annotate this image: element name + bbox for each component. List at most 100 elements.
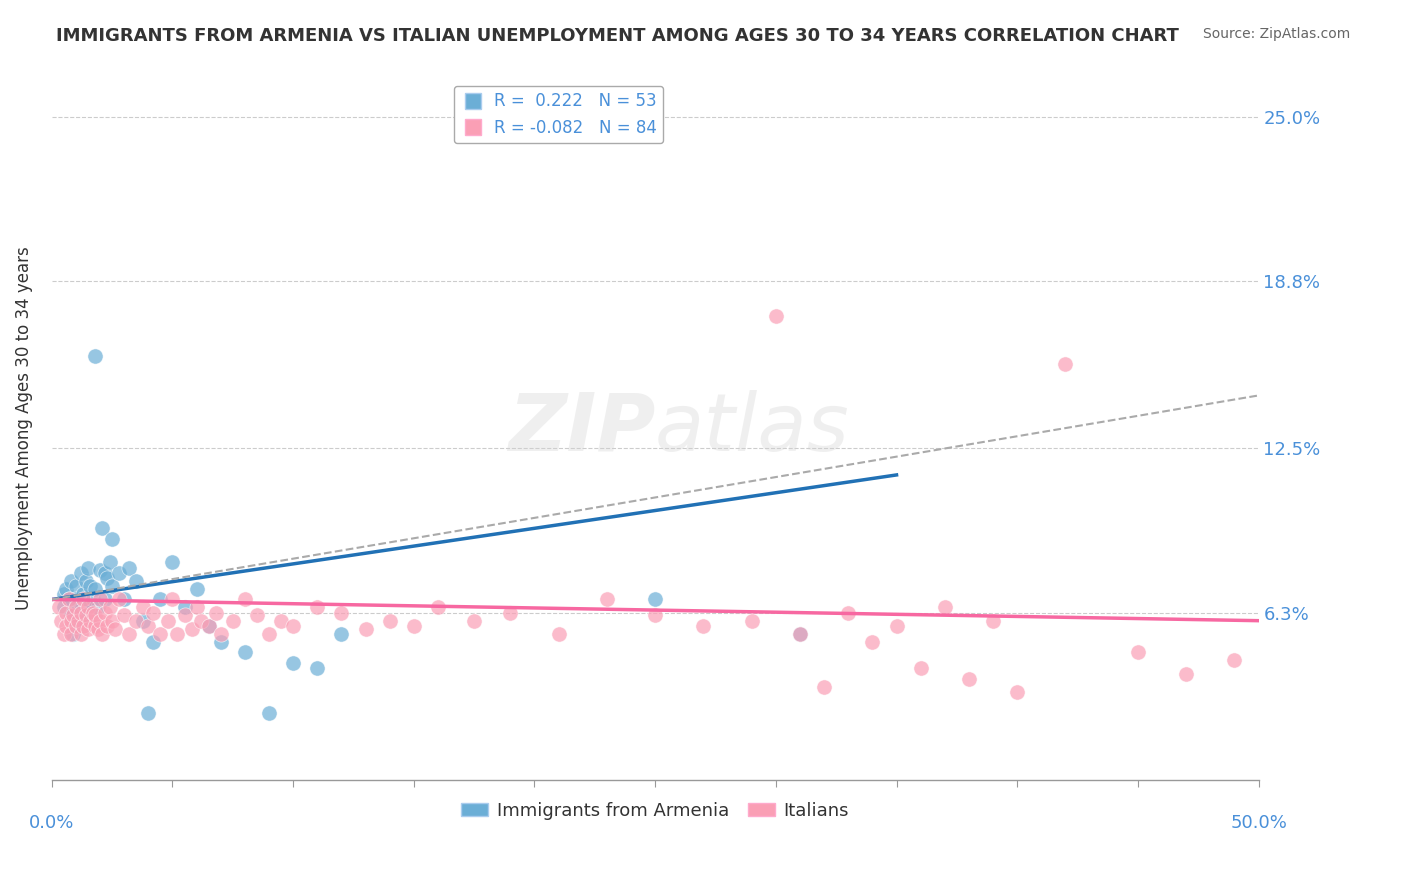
Point	[103, 622, 125, 636]
Point	[89, 592, 111, 607]
Point	[62, 608, 84, 623]
Point	[98, 600, 121, 615]
Point	[60, 608, 83, 623]
Point	[79, 614, 101, 628]
Point	[354, 622, 377, 636]
Text: ZIP: ZIP	[508, 390, 655, 467]
Point	[547, 627, 569, 641]
Point	[257, 627, 280, 641]
Point	[330, 627, 353, 641]
Point	[426, 600, 449, 615]
Point	[89, 614, 111, 628]
Point	[101, 614, 124, 628]
Point	[65, 592, 87, 607]
Point	[69, 566, 91, 580]
Point	[94, 566, 117, 580]
Point	[89, 563, 111, 577]
Point	[72, 587, 94, 601]
Point	[789, 627, 811, 641]
Point	[934, 600, 956, 615]
Point	[270, 614, 292, 628]
Text: Source: ZipAtlas.com: Source: ZipAtlas.com	[1202, 27, 1350, 41]
Point	[644, 592, 666, 607]
Point	[65, 614, 87, 628]
Point	[1054, 357, 1077, 371]
Point	[860, 635, 883, 649]
Point	[222, 614, 245, 628]
Point	[65, 619, 87, 633]
Point	[82, 606, 104, 620]
Point	[55, 619, 77, 633]
Point	[886, 619, 908, 633]
Point	[173, 600, 195, 615]
Point	[69, 603, 91, 617]
Point	[86, 600, 108, 615]
Point	[186, 600, 208, 615]
Point	[77, 600, 100, 615]
Point	[463, 614, 485, 628]
Point	[79, 579, 101, 593]
Point	[94, 592, 117, 607]
Point	[162, 555, 184, 569]
Point	[197, 619, 219, 633]
Point	[1175, 666, 1198, 681]
Point	[246, 608, 269, 623]
Point	[125, 574, 148, 588]
Point	[60, 574, 83, 588]
Point	[91, 627, 114, 641]
Point	[166, 627, 188, 641]
Point	[52, 627, 75, 641]
Point	[132, 614, 155, 628]
Point	[205, 606, 228, 620]
Point	[67, 614, 90, 628]
Point	[142, 606, 165, 620]
Point	[77, 622, 100, 636]
Point	[281, 656, 304, 670]
Point	[136, 619, 159, 633]
Point	[75, 608, 97, 623]
Point	[156, 614, 179, 628]
Point	[82, 592, 104, 607]
Point	[957, 672, 980, 686]
Point	[1005, 685, 1028, 699]
Point	[69, 627, 91, 641]
Point	[94, 606, 117, 620]
Point	[84, 349, 107, 363]
Point	[112, 608, 135, 623]
Point	[72, 608, 94, 623]
Point	[149, 592, 172, 607]
Point	[692, 619, 714, 633]
Point	[108, 566, 131, 580]
Text: 50.0%: 50.0%	[1230, 814, 1286, 832]
Point	[60, 614, 83, 628]
Point	[499, 606, 522, 620]
Point	[62, 627, 84, 641]
Point	[813, 680, 835, 694]
Point	[75, 600, 97, 615]
Point	[209, 635, 232, 649]
Point	[101, 532, 124, 546]
Point	[190, 614, 212, 628]
Point	[789, 627, 811, 641]
Point	[52, 600, 75, 615]
Text: 0.0%: 0.0%	[30, 814, 75, 832]
Point	[186, 582, 208, 596]
Point	[233, 592, 256, 607]
Y-axis label: Unemployment Among Ages 30 to 34 years: Unemployment Among Ages 30 to 34 years	[15, 247, 32, 610]
Point	[741, 614, 763, 628]
Point	[72, 619, 94, 633]
Point	[125, 614, 148, 628]
Point	[58, 592, 80, 607]
Point	[1126, 645, 1149, 659]
Point	[96, 619, 118, 633]
Point	[644, 608, 666, 623]
Point	[118, 560, 141, 574]
Point	[72, 592, 94, 607]
Point	[162, 592, 184, 607]
Point	[65, 579, 87, 593]
Point	[77, 598, 100, 612]
Point	[1223, 653, 1246, 667]
Point	[765, 309, 787, 323]
Point	[60, 627, 83, 641]
Point	[837, 606, 859, 620]
